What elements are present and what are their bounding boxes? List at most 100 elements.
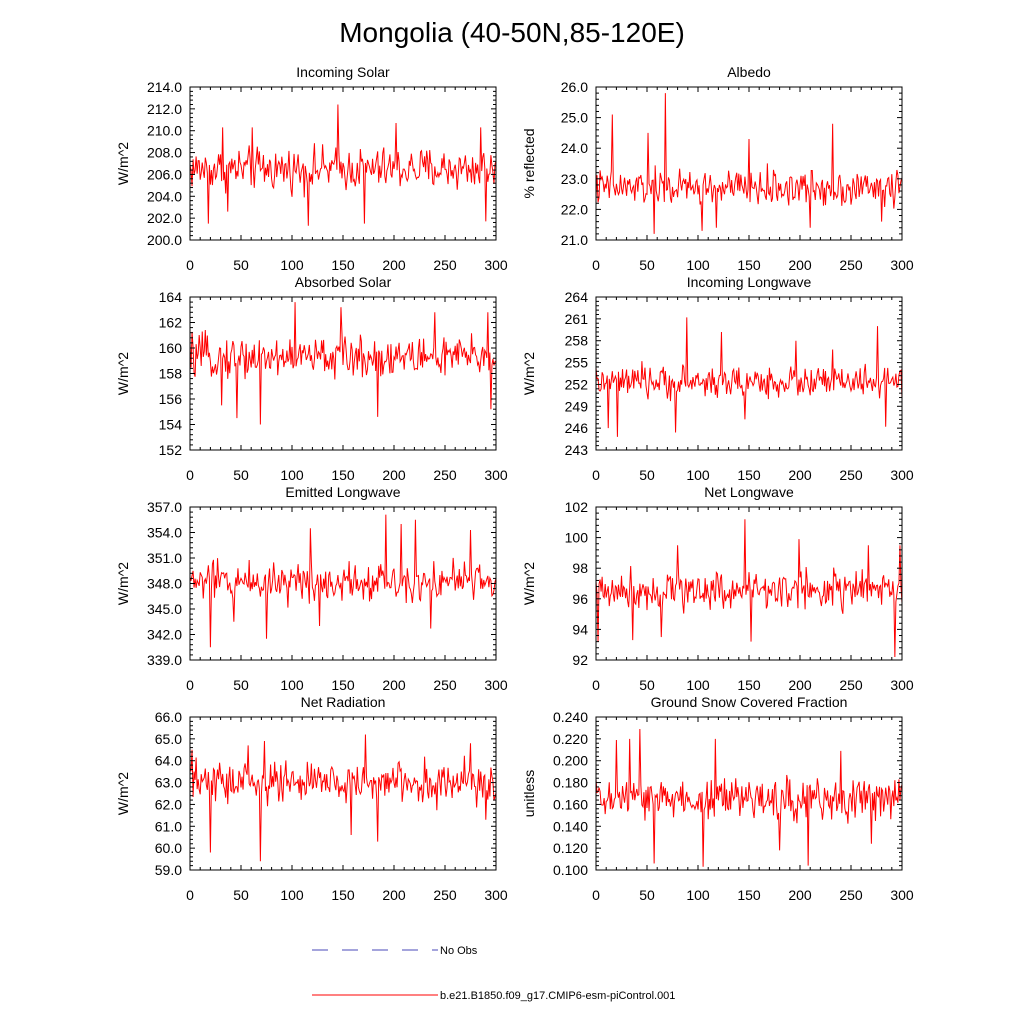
x-tick-label: 50 (233, 887, 249, 903)
x-tick-label: 100 (280, 467, 304, 483)
y-axis-label: unitless (521, 770, 537, 817)
chart-title: Absorbed Solar (295, 274, 392, 290)
y-tick-label: 0.180 (553, 775, 588, 791)
y-tick-label: 22.0 (561, 201, 588, 217)
x-tick-label: 200 (382, 677, 406, 693)
x-tick-label: 0 (186, 467, 194, 483)
y-tick-label: 357.0 (147, 499, 182, 515)
x-tick-label: 200 (788, 467, 812, 483)
x-tick-label: 200 (382, 257, 406, 273)
series-line (596, 317, 902, 437)
y-tick-label: 261 (565, 311, 589, 327)
x-tick-label: 100 (686, 467, 710, 483)
x-tick-label: 200 (382, 467, 406, 483)
y-tick-label: 200.0 (147, 232, 182, 248)
x-tick-label: 300 (890, 677, 914, 693)
chart-net-radiation: Net Radiation W/m^2 0 50 100 150 200 250 300 59.0… (115, 694, 508, 903)
y-tick-label: 152 (159, 442, 183, 458)
x-tick-label: 250 (433, 677, 457, 693)
y-axis-label: W/m^2 (115, 352, 131, 395)
x-tick-label: 50 (639, 677, 655, 693)
y-tick-label: 0.160 (553, 796, 588, 812)
y-tick-label: 212.0 (147, 101, 182, 117)
x-tick-label: 50 (233, 467, 249, 483)
chart-emitted-longwave: Emitted Longwave W/m^2 0 50 100 150 200 250 300 3… (115, 484, 508, 693)
y-tick-label: 252 (565, 376, 589, 392)
y-tick-label: 206.0 (147, 166, 182, 182)
x-tick-label: 250 (839, 257, 863, 273)
y-tick-label: 162 (159, 315, 183, 331)
y-axis-label: % reflected (521, 128, 537, 198)
x-tick-label: 50 (233, 677, 249, 693)
y-tick-label: 210.0 (147, 123, 182, 139)
x-tick-label: 100 (686, 677, 710, 693)
x-tick-label: 100 (686, 887, 710, 903)
y-tick-label: 25.0 (561, 110, 588, 126)
plot-frame (189, 716, 497, 871)
y-tick-label: 60.0 (155, 840, 182, 856)
y-tick-label: 62.0 (155, 796, 182, 812)
chart-absorbed-solar: Absorbed Solar W/m^2 0 50 100 150 200 250 300 152… (115, 274, 508, 483)
y-tick-label: 0.240 (553, 709, 588, 725)
x-tick-label: 150 (331, 887, 355, 903)
y-tick-label: 164 (159, 289, 183, 305)
y-tick-label: 23.0 (561, 171, 588, 187)
x-tick-label: 0 (186, 677, 194, 693)
x-tick-label: 250 (839, 467, 863, 483)
series-line (190, 302, 496, 425)
y-tick-label: 0.220 (553, 731, 588, 747)
x-tick-label: 100 (280, 257, 304, 273)
chart-incoming-solar: Incoming Solar W/m^2 0 50 100 150 200 250 300 200… (115, 64, 508, 273)
series-line (190, 734, 496, 862)
y-tick-label: 342.0 (147, 627, 182, 643)
y-tick-label: 202.0 (147, 210, 182, 226)
x-tick-label: 50 (233, 257, 249, 273)
x-tick-label: 100 (686, 257, 710, 273)
y-tick-label: 345.0 (147, 601, 182, 617)
y-tick-label: 102 (565, 499, 589, 515)
y-tick-label: 264 (565, 289, 589, 305)
y-tick-label: 156 (159, 391, 183, 407)
panels: Incoming Solar W/m^2 0 50 100 150 200 250 300 200… (115, 64, 914, 903)
y-tick-label: 26.0 (561, 79, 588, 95)
series-line (596, 519, 902, 657)
y-tick-label: 348.0 (147, 576, 182, 592)
x-tick-label: 150 (737, 257, 761, 273)
y-tick-label: 65.0 (155, 731, 182, 747)
x-tick-label: 150 (331, 677, 355, 693)
y-tick-label: 0.200 (553, 753, 588, 769)
y-tick-label: 354.0 (147, 525, 182, 541)
y-tick-label: 154 (159, 417, 183, 433)
chart-title: Albedo (727, 64, 771, 80)
x-tick-label: 300 (890, 467, 914, 483)
y-tick-label: 0.140 (553, 818, 588, 834)
x-tick-label: 100 (280, 887, 304, 903)
x-tick-label: 250 (839, 677, 863, 693)
chart-incoming-longwave: Incoming Longwave W/m^2 0 50 100 150 200 250 300… (521, 274, 914, 483)
y-tick-label: 160 (159, 340, 183, 356)
x-tick-label: 300 (890, 257, 914, 273)
x-tick-label: 50 (639, 257, 655, 273)
chart-title: Incoming Longwave (687, 274, 812, 290)
x-tick-label: 150 (737, 467, 761, 483)
y-tick-label: 258 (565, 333, 589, 349)
y-axis-label: W/m^2 (115, 562, 131, 605)
y-tick-label: 61.0 (155, 818, 182, 834)
y-tick-label: 98 (572, 560, 588, 576)
y-axis-label: W/m^2 (115, 772, 131, 815)
y-tick-label: 255 (565, 355, 589, 371)
x-tick-label: 200 (788, 257, 812, 273)
x-tick-label: 0 (592, 887, 600, 903)
x-tick-label: 250 (433, 467, 457, 483)
y-tick-label: 339.0 (147, 652, 182, 668)
x-tick-label: 200 (382, 887, 406, 903)
y-tick-label: 100 (565, 530, 589, 546)
chart-title: Ground Snow Covered Fraction (651, 694, 848, 710)
y-tick-label: 249 (565, 398, 589, 414)
y-axis-label: W/m^2 (521, 352, 537, 395)
y-tick-label: 96 (572, 591, 588, 607)
chart-albedo: Albedo % reflected 0 50 100 150 200 250 300 21.0 2… (521, 64, 914, 273)
x-tick-label: 150 (331, 467, 355, 483)
y-tick-label: 158 (159, 366, 183, 382)
x-tick-label: 50 (639, 887, 655, 903)
